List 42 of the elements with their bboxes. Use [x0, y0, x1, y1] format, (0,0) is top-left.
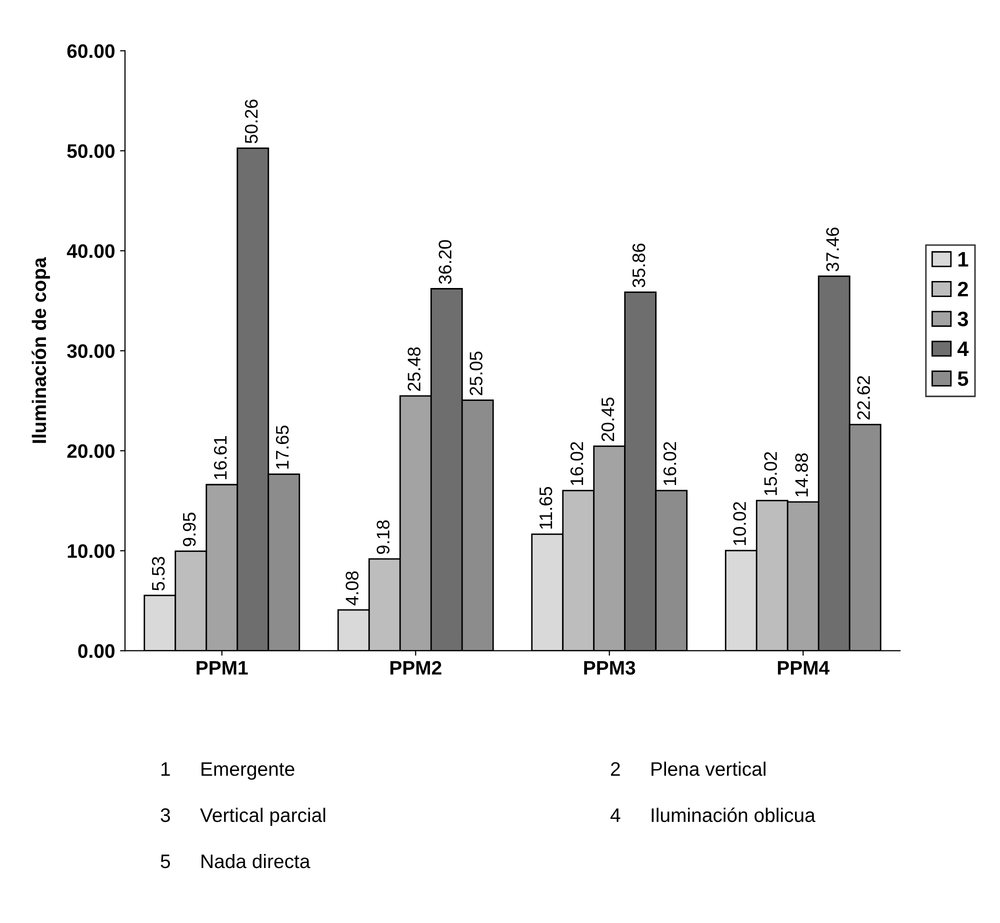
y-tick-label: 60.00	[67, 44, 114, 58]
text: 1 Emergente	[161, 762, 294, 780]
y-tick-label: 50.00	[67, 144, 114, 158]
x-tick-label: PPM2	[390, 660, 442, 675]
text: 16.02	[570, 442, 584, 485]
legend-label: 5	[958, 371, 968, 386]
text: 22.62	[857, 376, 870, 420]
text: 5 Nada directa	[160, 854, 310, 868]
text: 2 Plena vertical	[610, 762, 766, 776]
text: 4.08	[346, 571, 358, 606]
y-tick-label: 20.00	[67, 444, 114, 458]
text: 37.46	[826, 228, 839, 272]
text: 14.88	[795, 453, 808, 496]
legend-label: 4	[957, 342, 969, 356]
text: 5.53	[152, 556, 165, 591]
text: 11.65	[539, 486, 552, 529]
legend-label: 3	[958, 312, 968, 326]
y-tick-label: 0.00	[78, 644, 114, 658]
text: 15.02	[764, 452, 777, 495]
x-tick-label: PPM4	[778, 661, 830, 675]
x-tick-label: PPM3	[584, 660, 636, 675]
text: 3 Vertical parcial	[160, 808, 326, 826]
text: 17.65	[276, 426, 289, 469]
legend-label: 2	[958, 282, 968, 296]
x-tick-label: PPM1	[196, 661, 248, 675]
text: 16.02	[663, 442, 676, 485]
text: 9.95	[182, 512, 196, 546]
text: 16.61	[214, 436, 227, 480]
y-axis-title: Iluminación de copa	[32, 257, 50, 443]
text: 25.05	[470, 352, 482, 396]
text: 9.18	[376, 520, 390, 554]
text: 50.26	[244, 100, 258, 144]
text: 35.86	[632, 244, 646, 288]
y-tick-label: 30.00	[67, 344, 114, 358]
text: 10.02	[733, 502, 746, 545]
text: 36.20	[438, 240, 452, 284]
text: 25.48	[408, 347, 420, 391]
legend-label: 1	[958, 252, 968, 266]
y-tick-label: 40.00	[66, 244, 114, 258]
text: 20.45	[601, 398, 614, 442]
y-tick-label: 10.00	[68, 544, 114, 558]
text: 4 Iluminación oblicua	[610, 808, 816, 822]
